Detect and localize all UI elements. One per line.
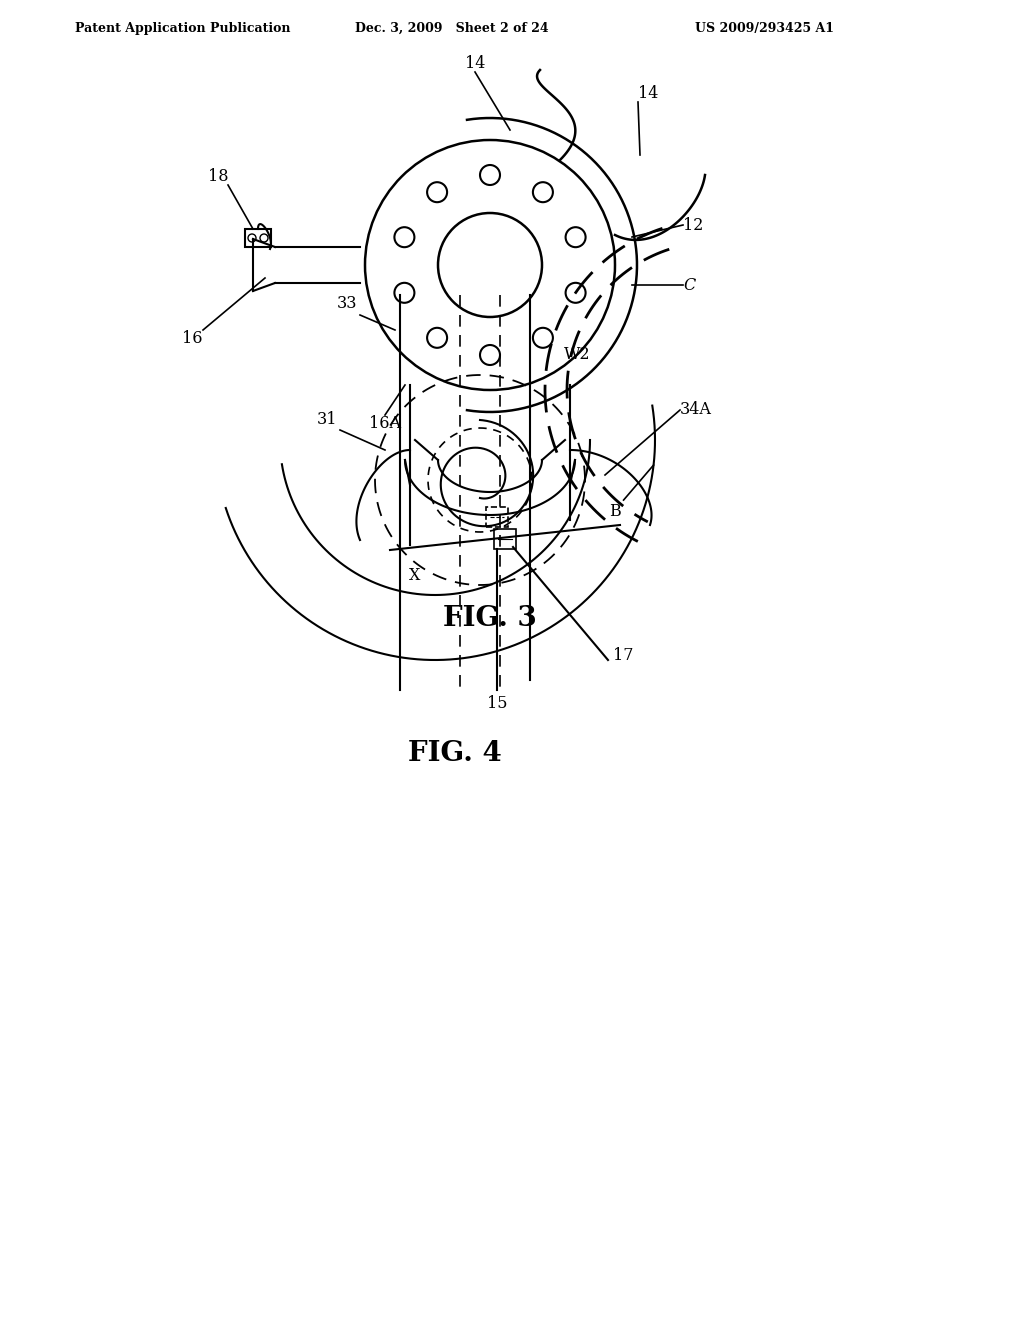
Text: Patent Application Publication: Patent Application Publication [75, 22, 291, 36]
Text: 33: 33 [337, 294, 357, 312]
Text: 16: 16 [182, 330, 203, 347]
Text: 14: 14 [638, 84, 658, 102]
Text: B: B [609, 503, 621, 520]
Text: X: X [409, 566, 420, 583]
Text: 34A: 34A [680, 401, 712, 418]
Text: Dec. 3, 2009   Sheet 2 of 24: Dec. 3, 2009 Sheet 2 of 24 [355, 22, 549, 36]
Text: 16A: 16A [369, 414, 401, 432]
Text: FIG. 4: FIG. 4 [409, 741, 502, 767]
Text: 12: 12 [683, 216, 703, 234]
Text: 31: 31 [316, 411, 337, 428]
Text: 14: 14 [465, 55, 485, 73]
Text: 17: 17 [613, 647, 634, 664]
Text: 18: 18 [208, 168, 228, 185]
Text: US 2009/293425 A1: US 2009/293425 A1 [695, 22, 834, 36]
Text: W2: W2 [564, 346, 591, 363]
Text: 15: 15 [486, 696, 507, 711]
Text: FIG. 3: FIG. 3 [443, 605, 537, 632]
Text: C: C [683, 276, 695, 293]
